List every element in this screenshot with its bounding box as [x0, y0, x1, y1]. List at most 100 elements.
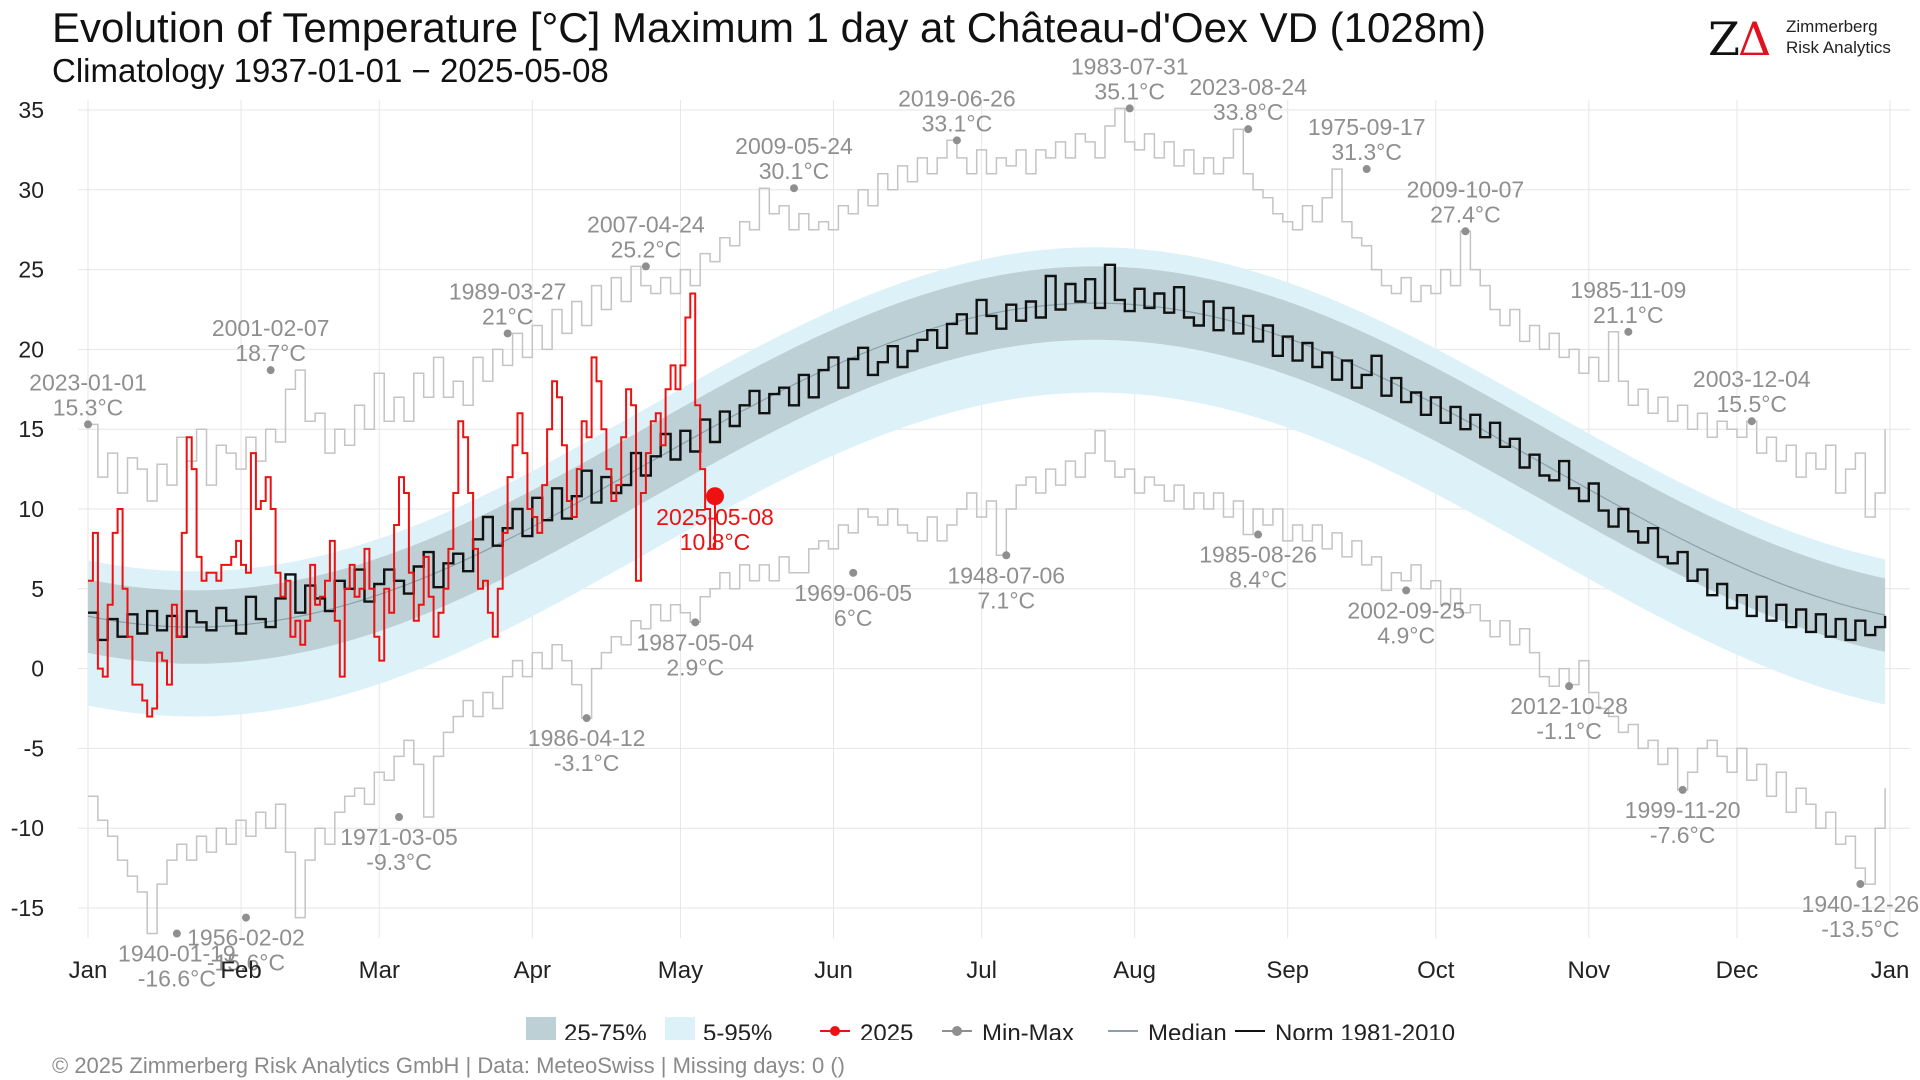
- record-value-label: 31.3°C: [1331, 139, 1402, 165]
- x-tick-label: Feb: [220, 957, 261, 984]
- record-date-label: 1989-03-27: [449, 278, 567, 304]
- y-tick-label: -10: [11, 815, 44, 841]
- x-tick-label: Oct: [1417, 957, 1455, 984]
- y-tick-label: 0: [31, 656, 44, 682]
- record-point: [1125, 104, 1134, 113]
- y-tick-label: 10: [18, 496, 44, 522]
- y-tick-label: 35: [18, 97, 44, 123]
- min-max-records: [88, 107, 1886, 935]
- record-value-label: -9.3°C: [366, 849, 431, 875]
- record-date-label: 1956-02-02: [187, 925, 305, 951]
- x-tick-label: Jun: [814, 957, 853, 984]
- logo-line-1: Zimmerberg: [1786, 17, 1878, 36]
- record-point: [1624, 327, 1633, 336]
- record-date-label: 2003-12-04: [1693, 366, 1811, 392]
- chart-title: Evolution of Temperature [°C] Maximum 1 …: [52, 4, 1487, 51]
- record-value-label: 15.3°C: [53, 394, 124, 420]
- x-tick-label: Apr: [514, 957, 551, 984]
- record-point: [1565, 682, 1574, 691]
- axis-labels: 35 30 25 20 15 10 5 0 -5 -10 -15 Jan Feb Mar Apr May Jun…: [11, 97, 1910, 984]
- record-value-label: 21.1°C: [1593, 302, 1664, 328]
- record-value-label: 35.1°C: [1094, 78, 1165, 104]
- legend-label: Min-Max: [982, 1020, 1074, 1040]
- x-tick-label: Jul: [966, 957, 997, 984]
- current-value-label: 10.8°C: [680, 529, 751, 555]
- record-date-label: 1986-04-12: [528, 725, 646, 751]
- record-date-label: 1948-07-06: [947, 562, 1065, 588]
- norm-line-group: [88, 263, 1887, 642]
- y-tick-label: 20: [18, 336, 44, 362]
- legend: 25-75% 5-95% 2025 Min-Max Median Norm 1981-20…: [526, 1017, 1455, 1040]
- record-date-label: 2023-01-01: [29, 369, 147, 395]
- legend-swatch-dot: [830, 1026, 840, 1036]
- chart-subtitle: Climatology 1937-01-01 − 2025-05-08: [52, 52, 609, 89]
- record-date-label: 1983-07-31: [1071, 53, 1189, 79]
- record-date-label: 1940-01-19: [118, 941, 236, 967]
- record-value-label: -16.6°C: [138, 966, 216, 992]
- record-point: [849, 568, 858, 577]
- record-point: [641, 262, 650, 271]
- x-tick-label: Aug: [1113, 957, 1156, 984]
- record-value-label: 4.9°C: [1377, 622, 1435, 648]
- record-date-label: 2023-08-24: [1189, 74, 1307, 100]
- record-value-label: 25.2°C: [611, 236, 682, 262]
- company-logo: ZΔ Zimmerberg Risk Analytics: [1708, 12, 1908, 66]
- record-date-label: 1985-11-09: [1570, 277, 1686, 303]
- record-point: [1402, 586, 1411, 595]
- record-date-label: 1987-05-04: [636, 629, 754, 655]
- record-date-label: 1969-06-05: [794, 580, 912, 606]
- legend-label: 5-95%: [703, 1020, 772, 1040]
- min-record-line: [88, 430, 1886, 935]
- x-tick-label: Nov: [1568, 957, 1611, 984]
- legend-swatch-dot: [952, 1026, 962, 1036]
- logo-z: Z: [1708, 12, 1740, 66]
- record-value-label: -13.5°C: [1821, 916, 1899, 942]
- record-date-label: 2007-04-24: [587, 211, 705, 237]
- record-date-label: 2001-02-07: [212, 315, 330, 341]
- x-tick-label: Mar: [359, 957, 400, 984]
- record-value-label: 7.1°C: [977, 587, 1035, 613]
- record-point: [1002, 551, 1011, 560]
- record-date-label: 2012-10-28: [1510, 693, 1628, 719]
- x-tick-label: Jan: [1871, 957, 1910, 984]
- record-value-label: 21°C: [482, 303, 533, 329]
- record-value-label: -3.1°C: [554, 750, 619, 776]
- y-tick-label: 25: [18, 257, 44, 283]
- record-value-label: 6°C: [834, 605, 873, 631]
- record-date-label: 1971-03-05: [340, 824, 458, 850]
- logo-text: Zimmerberg Risk Analytics: [1786, 16, 1891, 58]
- record-point: [172, 929, 181, 938]
- record-value-label: 27.4°C: [1430, 201, 1501, 227]
- record-value-label: -7.6°C: [1650, 822, 1715, 848]
- norm-line: [88, 263, 1887, 642]
- y-tick-label: -15: [11, 895, 44, 921]
- y-tick-label: 30: [18, 177, 44, 203]
- record-date-label: 1999-11-20: [1625, 797, 1741, 823]
- record-value-label: 8.4°C: [1229, 567, 1287, 593]
- record-date-label: 2002-09-25: [1347, 597, 1465, 623]
- record-point: [789, 184, 798, 193]
- record-point: [1244, 125, 1253, 134]
- record-date-label: 1985-08-26: [1199, 542, 1317, 568]
- record-date-label: 2009-05-24: [735, 133, 853, 159]
- record-date-label: 2009-10-07: [1407, 176, 1525, 202]
- record-point: [1678, 785, 1687, 794]
- max-record-line: [88, 107, 1886, 518]
- record-value-label: 30.1°C: [759, 158, 830, 184]
- logo-mark: ZΔ: [1708, 12, 1771, 66]
- x-tick-label: Sep: [1266, 957, 1309, 984]
- record-value-label: 18.7°C: [235, 340, 306, 366]
- x-tick-label: May: [658, 957, 703, 984]
- legend-label: 2025: [860, 1020, 913, 1040]
- band-25-75: [88, 266, 1886, 664]
- record-date-label: 1975-09-17: [1308, 114, 1426, 140]
- record-point: [503, 329, 512, 338]
- record-point: [1362, 165, 1371, 174]
- record-point: [691, 618, 700, 627]
- x-tick-label: Jan: [69, 957, 108, 984]
- band-5-95: [88, 247, 1886, 717]
- record-point: [266, 366, 275, 375]
